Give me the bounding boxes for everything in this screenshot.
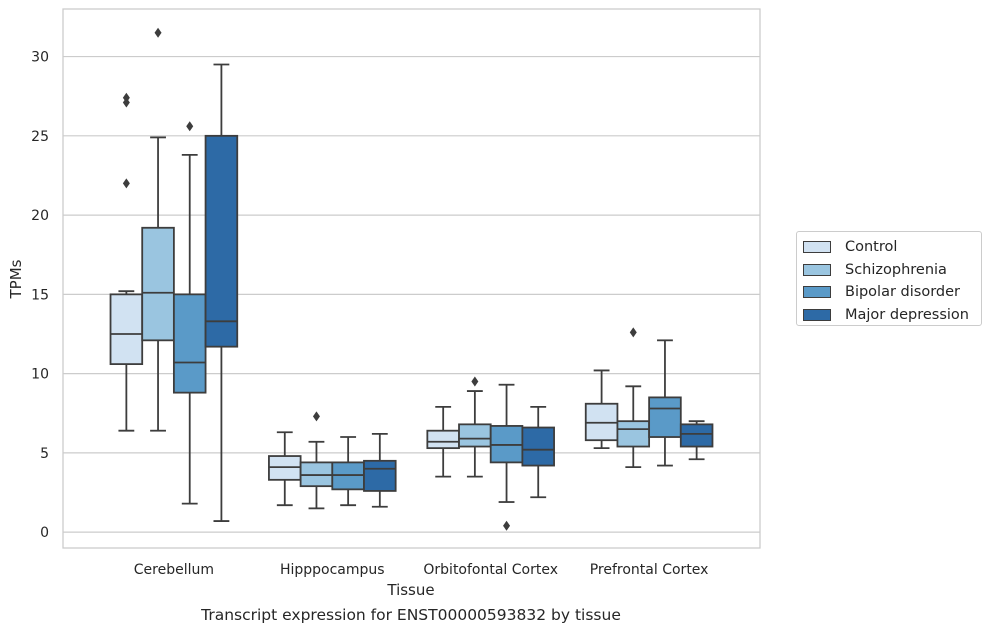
legend-label-major-depression: Major depression <box>845 306 969 323</box>
y-tick-label: 20 <box>31 208 49 224</box>
x-tick-label: Orbitofontal Cortex <box>423 562 558 578</box>
y-tick-label: 25 <box>31 129 49 145</box>
box <box>363 459 397 492</box>
box-group <box>584 369 619 450</box>
legend-item-bipolar-disorder: Bipolar disorder <box>803 281 981 304</box>
y-tick-label: 5 <box>40 446 49 462</box>
box <box>616 420 651 448</box>
legend-label-bipolar-disorder: Bipolar disorder <box>845 284 960 301</box>
box-group <box>299 411 334 510</box>
legend-swatch-bipolar-disorder <box>803 286 831 299</box>
box-group <box>521 406 555 499</box>
box-group <box>268 431 302 507</box>
y-tick-label: 15 <box>31 287 49 303</box>
box-group <box>458 376 492 478</box>
box <box>679 423 714 448</box>
x-tick-label: Prefrontal Cortex <box>590 562 709 578</box>
chart-caption: Transcript expression for ENST0000059383… <box>201 606 621 624</box>
box-group <box>489 383 524 531</box>
box <box>426 429 460 450</box>
legend-swatch-major-depression <box>803 308 831 321</box>
legend-item-control: Control <box>803 236 981 259</box>
legend-item-major-depression: Major depression <box>803 304 981 327</box>
box-group <box>616 327 651 469</box>
box-group <box>204 63 239 522</box>
outlier-point <box>122 92 130 103</box>
legend-label-schizophrenia: Schizophrenia <box>845 261 947 278</box>
x-tick-label: Cerebellum <box>134 562 214 578</box>
y-tick-label: 10 <box>31 367 49 383</box>
box-group <box>426 406 460 478</box>
outlier-point <box>154 27 162 38</box>
box-group <box>172 121 207 505</box>
y-tick-label: 0 <box>40 525 49 541</box>
legend: Control Schizophrenia Bipolar disorder M… <box>796 231 982 326</box>
outlier-point <box>503 520 511 531</box>
y-tick-label: 30 <box>31 50 49 66</box>
legend-swatch-control <box>803 241 831 254</box>
box <box>204 134 239 348</box>
box-group <box>679 420 714 461</box>
y-tick-labels: 0 5 10 15 20 25 30 <box>31 50 49 542</box>
outlier-point <box>629 327 637 338</box>
outlier-point <box>471 376 479 387</box>
legend-label-control: Control <box>845 239 898 256</box>
box-group <box>648 339 682 467</box>
boxes <box>109 27 714 531</box>
box-group <box>331 436 365 507</box>
box-group <box>109 92 144 432</box>
x-tick-label: Hipppocampus <box>280 562 385 578</box>
box <box>648 396 682 438</box>
outlier-point <box>312 411 320 422</box>
outlier-point <box>122 178 130 189</box>
plot-frame <box>62 8 761 549</box>
box-group <box>363 432 397 508</box>
x-axis-title: Tissue <box>386 581 434 599</box>
x-tick-labels: Cerebellum Hipppocampus Orbitofontal Corte… <box>134 562 709 578</box>
box-group <box>141 27 175 432</box>
y-axis-title: TPMs <box>7 259 25 299</box>
box <box>521 426 555 467</box>
box <box>141 226 175 342</box>
legend-item-schizophrenia: Schizophrenia <box>803 259 981 282</box>
box <box>458 423 492 448</box>
box <box>172 293 207 394</box>
box <box>109 293 144 366</box>
legend-swatch-schizophrenia <box>803 263 831 276</box>
outlier-point <box>186 121 194 132</box>
